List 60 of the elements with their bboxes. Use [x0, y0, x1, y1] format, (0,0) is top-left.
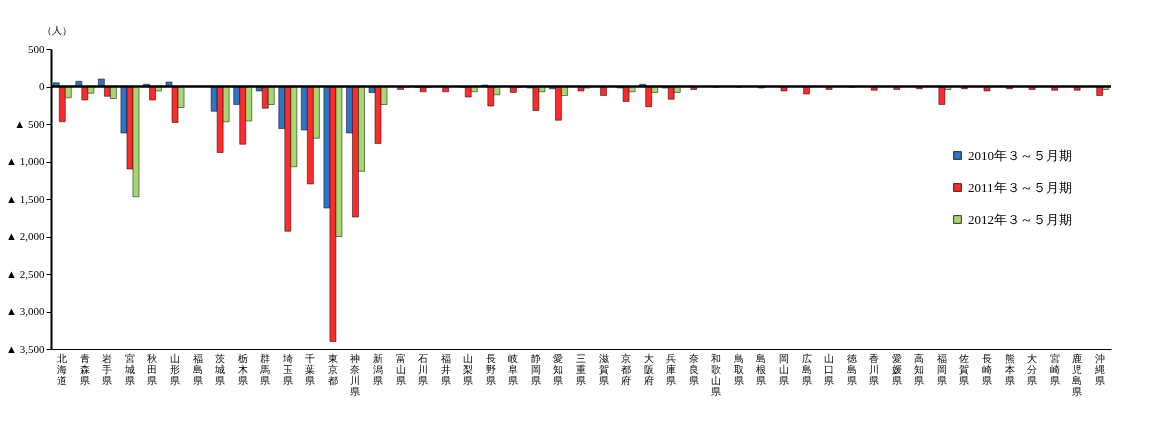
- x-tick-label: 島根県: [756, 352, 767, 386]
- x-tick-label: 石川県: [418, 352, 429, 386]
- x-tick-label: 大分県: [1027, 352, 1038, 386]
- x-tick-label: 奈良県: [688, 352, 699, 386]
- x-tick-label: 高知県: [914, 352, 925, 386]
- legend-label: 2012年３～５月期: [968, 211, 1072, 227]
- x-tick-label: 宮崎県: [1049, 352, 1060, 386]
- x-tick-label: 福井県: [440, 352, 451, 386]
- y-tick-label: ▲ 2,000: [6, 230, 45, 242]
- x-tick-label: 熊本県: [1004, 352, 1015, 386]
- x-tick-label: 埼玉県: [281, 352, 293, 386]
- x-tick-label: 秋田県: [147, 352, 158, 386]
- x-tick-label: 茨城県: [214, 352, 226, 386]
- x-tick-label: 新潟県: [373, 352, 384, 386]
- x-tick-label: 長崎県: [981, 352, 992, 386]
- x-tick-label: 沖縄県: [1093, 352, 1105, 386]
- y-tick-label: ▲ 1,000: [6, 155, 45, 167]
- x-tick-label: 栃木県: [237, 352, 248, 386]
- x-tick-label: 青森県: [79, 352, 90, 386]
- x-tick-label: 愛知県: [553, 352, 564, 386]
- y-tick-label: ▲ 3,000: [6, 305, 45, 317]
- x-tick-label: 長野県: [485, 352, 496, 386]
- x-tick-label: 岩手県: [102, 352, 113, 386]
- x-tick-label: 愛媛県: [891, 352, 902, 386]
- x-tick-label: 和歌山県: [711, 352, 722, 397]
- y-tick-label: ▲ 3,500: [6, 342, 45, 355]
- x-tick-label: 香川県: [869, 352, 880, 386]
- x-tick-label: 鹿児島県: [1072, 352, 1083, 397]
- legend-label: 2010年３～５月期: [968, 147, 1072, 163]
- y-tick-label: ▲ 1,500: [6, 192, 45, 205]
- x-tick-label: 北海道: [57, 352, 68, 386]
- x-tick-label: 山口県: [824, 352, 835, 386]
- x-tick-label: 滋賀県: [598, 352, 609, 386]
- x-tick-label: 千葉県: [305, 352, 316, 386]
- x-tick-label: 京都府: [621, 352, 632, 386]
- x-tick-label: 岐阜県: [508, 352, 519, 386]
- x-tick-label: 東京都: [327, 352, 338, 386]
- x-tick-label: 山形県: [170, 352, 181, 386]
- x-tick-label: 宮城県: [123, 352, 135, 386]
- x-tick-label: 三重県: [576, 352, 586, 386]
- x-tick-label: 山梨県: [463, 352, 474, 386]
- x-tick-label: 岡山県: [778, 352, 789, 386]
- x-tick-label: 福島県: [192, 352, 203, 386]
- y-tick-label: ▲ 2,500: [6, 267, 45, 280]
- x-tick-label: 広島県: [801, 352, 812, 386]
- y-tick-label: 0: [39, 80, 45, 92]
- y-axis-title: （人）: [41, 24, 72, 36]
- x-tick-label: 静岡県: [530, 352, 541, 386]
- x-tick-label: 神奈川県: [350, 352, 361, 397]
- x-tick-label: 徳島県: [846, 352, 857, 386]
- x-tick-label: 富山県: [395, 352, 406, 386]
- x-tick-label: 鳥取県: [732, 352, 744, 386]
- x-tick-label: 兵庫県: [666, 352, 677, 386]
- x-tick-label: 大阪府: [643, 352, 654, 386]
- x-tick-label: 福岡県: [936, 352, 947, 386]
- x-tick-label: 群馬県: [259, 352, 271, 386]
- y-tick-label: 500: [28, 42, 45, 55]
- x-tick-label: 佐賀県: [959, 352, 970, 386]
- legend-label: 2011年３～５月期: [968, 179, 1072, 195]
- y-tick-label: ▲ 500: [14, 117, 45, 130]
